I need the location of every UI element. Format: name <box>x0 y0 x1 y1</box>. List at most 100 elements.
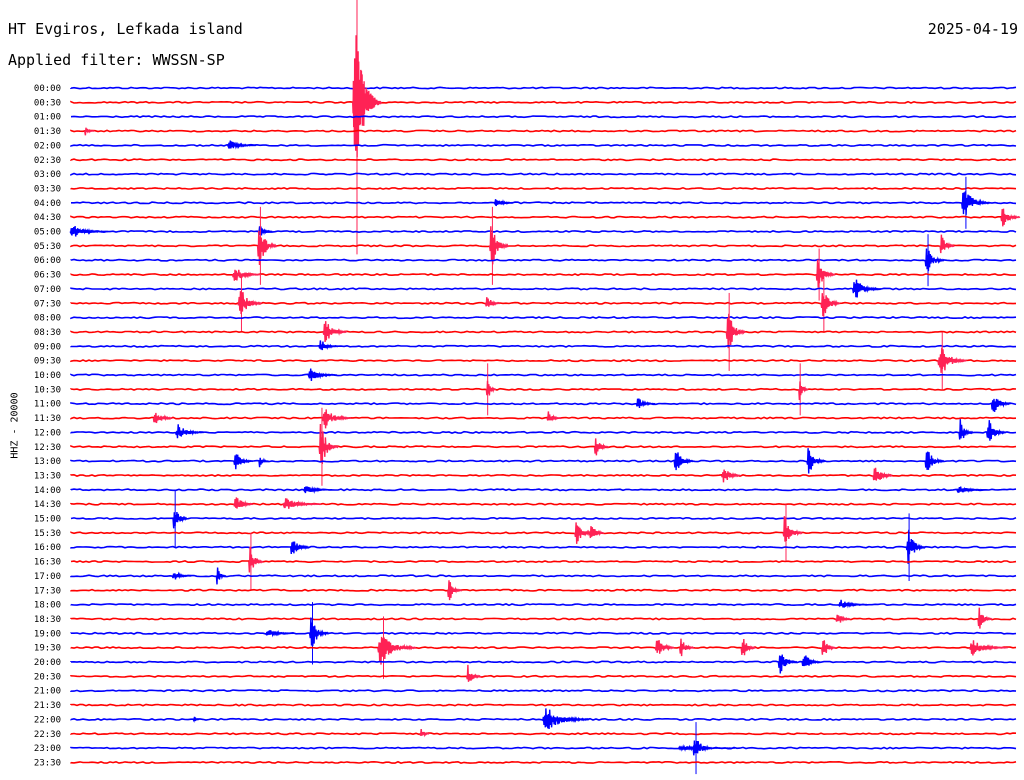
seismic-event <box>740 638 756 656</box>
trace-line <box>70 186 1017 190</box>
time-label: 22:30 <box>34 730 61 740</box>
time-label: 19:30 <box>34 644 61 654</box>
time-label: 20:00 <box>34 658 61 668</box>
time-label: 03:30 <box>34 184 61 194</box>
time-label: 16:30 <box>34 558 61 568</box>
time-label: 14:00 <box>34 486 61 496</box>
trace-line <box>70 617 1017 621</box>
trace-line <box>70 430 1017 434</box>
time-label: 20:30 <box>34 672 61 682</box>
seismic-event <box>171 571 192 580</box>
trace-group <box>69 0 1021 775</box>
trace-line <box>70 316 1017 320</box>
trace-line <box>70 100 1017 104</box>
time-label: 22:00 <box>34 715 61 725</box>
time-label: 05:00 <box>34 228 61 238</box>
time-label: 21:00 <box>34 687 61 697</box>
seismic-event <box>593 438 610 456</box>
time-label: 09:00 <box>34 342 61 352</box>
seismic-event <box>290 541 310 555</box>
trace-line <box>70 760 1017 764</box>
time-label: 04:00 <box>34 199 61 209</box>
trace-line <box>70 631 1017 635</box>
trace-line <box>70 574 1017 578</box>
time-label: 23:30 <box>34 758 61 768</box>
time-label: 17:30 <box>34 586 61 596</box>
time-label: 04:30 <box>34 213 61 223</box>
seismic-event <box>977 607 993 629</box>
trace-line <box>70 502 1017 506</box>
trace-line <box>70 86 1017 90</box>
trace-line <box>70 660 1016 664</box>
trace-line <box>70 689 1017 693</box>
seismic-event <box>84 127 95 136</box>
seismic-event <box>679 638 695 657</box>
trace-line <box>70 473 1017 477</box>
seismic-event <box>635 398 656 409</box>
seismic-event <box>233 497 254 509</box>
time-label: 07:30 <box>34 299 61 309</box>
trace-line <box>70 416 1017 420</box>
seismic-event <box>801 655 822 667</box>
seismic-event <box>1000 208 1021 227</box>
seismic-event <box>835 614 851 623</box>
trace-line <box>70 172 1017 176</box>
seismic-event <box>282 498 322 509</box>
time-label: 00:30 <box>34 98 61 108</box>
time-label: 06:30 <box>34 271 61 281</box>
trace-line <box>70 301 1017 305</box>
time-label: 23:00 <box>34 744 61 754</box>
seismic-event <box>837 599 868 609</box>
time-label: 12:00 <box>34 428 61 438</box>
time-label: 15:00 <box>34 515 61 525</box>
seismic-event <box>777 654 798 674</box>
seismic-event <box>227 140 257 150</box>
seismic-event <box>720 469 741 483</box>
trace-line <box>70 603 1017 607</box>
seismic-event <box>258 457 269 468</box>
seismic-event <box>302 485 333 494</box>
time-label: 05:30 <box>34 242 61 252</box>
trace-line <box>70 258 1017 262</box>
time-label: 01:30 <box>34 127 61 137</box>
time-label: 15:30 <box>34 529 61 539</box>
time-label: 08:00 <box>34 314 61 324</box>
seismic-event <box>377 636 417 665</box>
seismic-event <box>447 580 463 601</box>
seismic-event <box>174 424 205 439</box>
seismic-event <box>673 452 694 471</box>
time-label: 21:30 <box>34 701 61 711</box>
time-label: 13:30 <box>34 471 61 481</box>
trace-line <box>70 273 1017 277</box>
time-label: 11:00 <box>34 400 61 410</box>
time-label-group: 00:00 00:30 01:00 01:30 02:00 02:30 03:00 03:30… <box>34 84 61 768</box>
seismic-event <box>233 454 254 470</box>
time-label: 10:00 <box>34 371 61 381</box>
seismic-event <box>939 234 955 254</box>
trace-line <box>70 531 1017 535</box>
time-label: 10:30 <box>34 385 61 395</box>
seismic-event <box>924 451 945 470</box>
seismic-event <box>484 297 501 307</box>
seismic-event <box>546 411 562 422</box>
time-label: 03:00 <box>34 170 61 180</box>
trace-line <box>70 674 1017 678</box>
trace-line <box>70 229 1017 234</box>
seismic-event <box>821 640 837 655</box>
trace-line <box>70 746 1017 750</box>
seismic-event <box>493 199 514 207</box>
trace-line <box>70 215 1016 219</box>
seismic-event <box>541 708 590 730</box>
time-label: 02:00 <box>34 141 61 151</box>
trace-line <box>70 560 1017 564</box>
seismic-event <box>69 225 109 237</box>
seismic-event <box>958 419 974 440</box>
seismic-event <box>307 368 337 382</box>
time-label: 16:00 <box>34 543 61 553</box>
time-label: 11:30 <box>34 414 61 424</box>
seismic-event <box>589 526 605 539</box>
record-date: 2025-04-19 <box>927 20 1018 38</box>
time-label: 12:30 <box>34 443 61 453</box>
seismic-event <box>654 640 675 654</box>
